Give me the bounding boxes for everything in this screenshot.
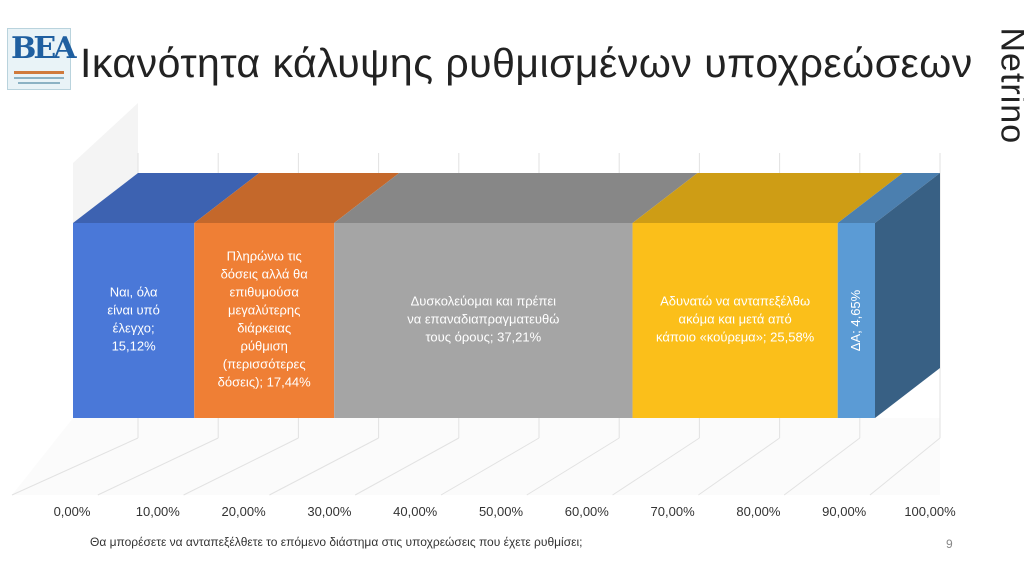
bar-segment	[334, 223, 633, 418]
bar-segment	[632, 223, 838, 418]
bar-top-face	[632, 173, 903, 223]
gridline-floor	[612, 437, 700, 496]
x-tick-label: 80,00%	[736, 504, 781, 519]
bar-layer	[73, 173, 940, 418]
gridline-floor	[183, 437, 299, 496]
tick-layer: 0,00% 10,00% 20,00% 30,00% 40,00% 50,00% 60,00…	[54, 504, 957, 519]
x-tick-label: 70,00%	[651, 504, 696, 519]
slide-title: Ικανότητα κάλυψης ρυθμισμένων υποχρεώσεω…	[80, 40, 973, 86]
x-tick-label: 60,00%	[565, 504, 610, 519]
x-tick-label: 50,00%	[479, 504, 524, 519]
x-tick-label: 40,00%	[393, 504, 438, 519]
gridline-floor	[269, 437, 379, 496]
x-tick-label: 100,00%	[904, 504, 956, 519]
chart-floor	[12, 418, 940, 495]
gridline-floor	[869, 437, 941, 496]
logo-stripe	[14, 71, 64, 74]
logo-stripe	[18, 82, 60, 84]
bar-side-face	[875, 173, 940, 418]
bar-top-face	[837, 173, 940, 223]
bea-logo-icon: BEA	[7, 28, 77, 90]
data-label: Ναι, όλα είναι υπό έλεγχο; 15,12%	[107, 285, 160, 354]
bar-segment	[73, 223, 195, 418]
x-tick-label: 90,00%	[822, 504, 867, 519]
bar-top-face	[334, 173, 698, 223]
page-number: 9	[946, 537, 953, 551]
bar-top-face	[194, 173, 400, 223]
data-label: Δυσκολεύομαι και πρέπει να επαναδιαπραγμα…	[407, 294, 559, 345]
gridline-floor	[698, 437, 780, 496]
question-footnote: Θα μπορέσετε να ανταπεξέλθετε το επόμενο…	[90, 535, 583, 549]
gridline-floor	[783, 437, 861, 496]
x-tick-label: 20,00%	[222, 504, 267, 519]
x-tick-label: 0,00%	[54, 504, 91, 519]
gridline-floor	[97, 437, 219, 496]
bar-top-face	[73, 173, 260, 223]
logo-mark: BEA	[11, 31, 77, 66]
x-tick-label: 10,00%	[136, 504, 181, 519]
bar-segment	[194, 223, 335, 418]
gridline-floor	[440, 437, 540, 496]
data-label: ΔΑ; 4,65%	[848, 289, 863, 351]
x-tick-label: 30,00%	[307, 504, 352, 519]
data-label: Πληρώνω τις δόσεις αλλά θα επιθυμούσα μεγαλ…	[218, 249, 312, 390]
data-label: Αδυνατώ να ανταπεξέλθω ακόμα και μετά από…	[656, 294, 815, 345]
gridline-floor	[11, 437, 139, 496]
gridline-floor	[526, 437, 620, 496]
logo-stripe	[14, 77, 64, 79]
label-layer: Ναι, όλα είναι υπό έλεγχο; 15,12% Πληρώνω τι…	[107, 249, 862, 390]
bar-segment	[837, 223, 875, 418]
gridline-floor	[354, 437, 460, 496]
